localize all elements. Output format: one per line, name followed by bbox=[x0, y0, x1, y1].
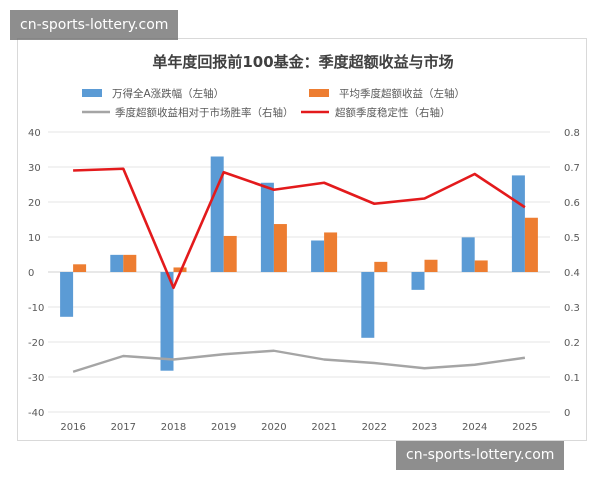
bar-1-2023 bbox=[411, 272, 425, 290]
bar-2-2020 bbox=[273, 224, 287, 272]
x-tick-label: 2019 bbox=[211, 422, 236, 433]
chart-canvas: 单年度回报前100基金：季度超额收益与市场 万得全A涨跌幅（左轴） 平均季度超额… bbox=[28, 53, 580, 433]
y-left-tick-label: 0 bbox=[28, 268, 34, 279]
y-left-tick-label: -40 bbox=[28, 408, 44, 419]
series-line-2 bbox=[73, 167, 526, 290]
legend: 万得全A涨跌幅（左轴） 平均季度超额收益（左轴） 季度超额收益相对于市场胜率（右… bbox=[82, 87, 465, 119]
y-right-tick-label: 0.3 bbox=[564, 303, 580, 314]
bar-2-2025 bbox=[524, 217, 538, 272]
legend-item-3: 季度超额收益相对于市场胜率（右轴） bbox=[82, 106, 294, 119]
y-right-tick-label: 0.1 bbox=[564, 373, 580, 384]
legend-label-3: 季度超额收益相对于市场胜率（右轴） bbox=[115, 106, 294, 119]
y-right-tick-label: 0.8 bbox=[564, 128, 580, 139]
y-right-tick-label: 0.5 bbox=[564, 233, 580, 244]
y-left-tick-label: 30 bbox=[28, 163, 41, 174]
y-right-tick-label: 0.2 bbox=[564, 338, 580, 349]
bars bbox=[60, 156, 538, 371]
bar-1-2018 bbox=[160, 272, 174, 371]
bar-2-2019 bbox=[223, 235, 237, 272]
watermark-bottom: cn-sports-lottery.com bbox=[396, 441, 565, 470]
y-left-tick-label: -10 bbox=[28, 303, 44, 314]
x-tick-label: 2017 bbox=[111, 422, 136, 433]
bar-2-2017 bbox=[123, 254, 137, 272]
watermark-top: cn-sports-lottery.com bbox=[10, 10, 179, 40]
bar-1-2019 bbox=[210, 156, 224, 272]
bar-1-2022 bbox=[361, 272, 375, 338]
lines bbox=[72, 167, 526, 373]
y-left-tick-label: -20 bbox=[28, 338, 44, 349]
x-tick-label: 2016 bbox=[60, 422, 85, 433]
legend-label-2: 平均季度超额收益（左轴） bbox=[339, 87, 465, 100]
bar-1-2016 bbox=[60, 272, 74, 317]
x-tick-label: 2025 bbox=[512, 422, 537, 433]
y-axis-right: 0.8 0.7 0.6 0.5 0.4 0.3 0.2 0.1 0 bbox=[564, 128, 580, 419]
y-left-tick-label: 40 bbox=[28, 128, 41, 139]
y-right-tick-label: 0.4 bbox=[564, 268, 580, 279]
chart-frame: 单年度回报前100基金：季度超额收益与市场 万得全A涨跌幅（左轴） 平均季度超额… bbox=[17, 38, 587, 441]
y-left-tick-label: 10 bbox=[28, 233, 41, 244]
y-left-tick-label: 20 bbox=[28, 198, 41, 209]
y-right-tick-label: 0.6 bbox=[564, 198, 580, 209]
bar-1-2025 bbox=[511, 175, 525, 272]
y-right-tick-label: 0.7 bbox=[564, 163, 580, 174]
y-right-tick-label: 0 bbox=[564, 408, 570, 419]
legend-item-2: 平均季度超额收益（左轴） bbox=[309, 87, 465, 100]
x-tick-label: 2022 bbox=[362, 422, 387, 433]
bar-2-2016 bbox=[73, 264, 87, 272]
y-axis-left: 40 30 20 10 0 -10 -20 -30 -40 bbox=[28, 128, 44, 419]
x-axis: 2016 2017 2018 2019 2020 2021 2022 2023 2024 2025 bbox=[60, 422, 537, 433]
legend-swatch-1 bbox=[82, 89, 102, 97]
series-line-1 bbox=[72, 349, 526, 373]
bar-2-2024 bbox=[474, 260, 488, 272]
bar-2-2021 bbox=[324, 232, 338, 272]
bar-1-2020 bbox=[260, 182, 274, 272]
legend-label-4: 超额季度稳定性（右轴） bbox=[335, 106, 451, 119]
x-tick-label: 2018 bbox=[161, 422, 186, 433]
bar-1-2024 bbox=[461, 237, 475, 272]
y-left-tick-label: -30 bbox=[28, 373, 44, 384]
legend-label-1: 万得全A涨跌幅（左轴） bbox=[112, 87, 224, 100]
x-tick-label: 2021 bbox=[311, 422, 336, 433]
x-tick-label: 2020 bbox=[261, 422, 286, 433]
x-tick-label: 2023 bbox=[412, 422, 437, 433]
bar-1-2021 bbox=[311, 240, 325, 272]
bar-1-2017 bbox=[110, 254, 124, 272]
legend-item-4: 超额季度稳定性（右轴） bbox=[301, 106, 451, 119]
x-tick-label: 2024 bbox=[462, 422, 487, 433]
bar-2-2022 bbox=[374, 261, 388, 272]
legend-item-1: 万得全A涨跌幅（左轴） bbox=[82, 87, 224, 100]
chart-title: 单年度回报前100基金：季度超额收益与市场 bbox=[152, 53, 453, 71]
legend-swatch-2 bbox=[309, 89, 329, 97]
bar-2-2023 bbox=[424, 259, 438, 272]
